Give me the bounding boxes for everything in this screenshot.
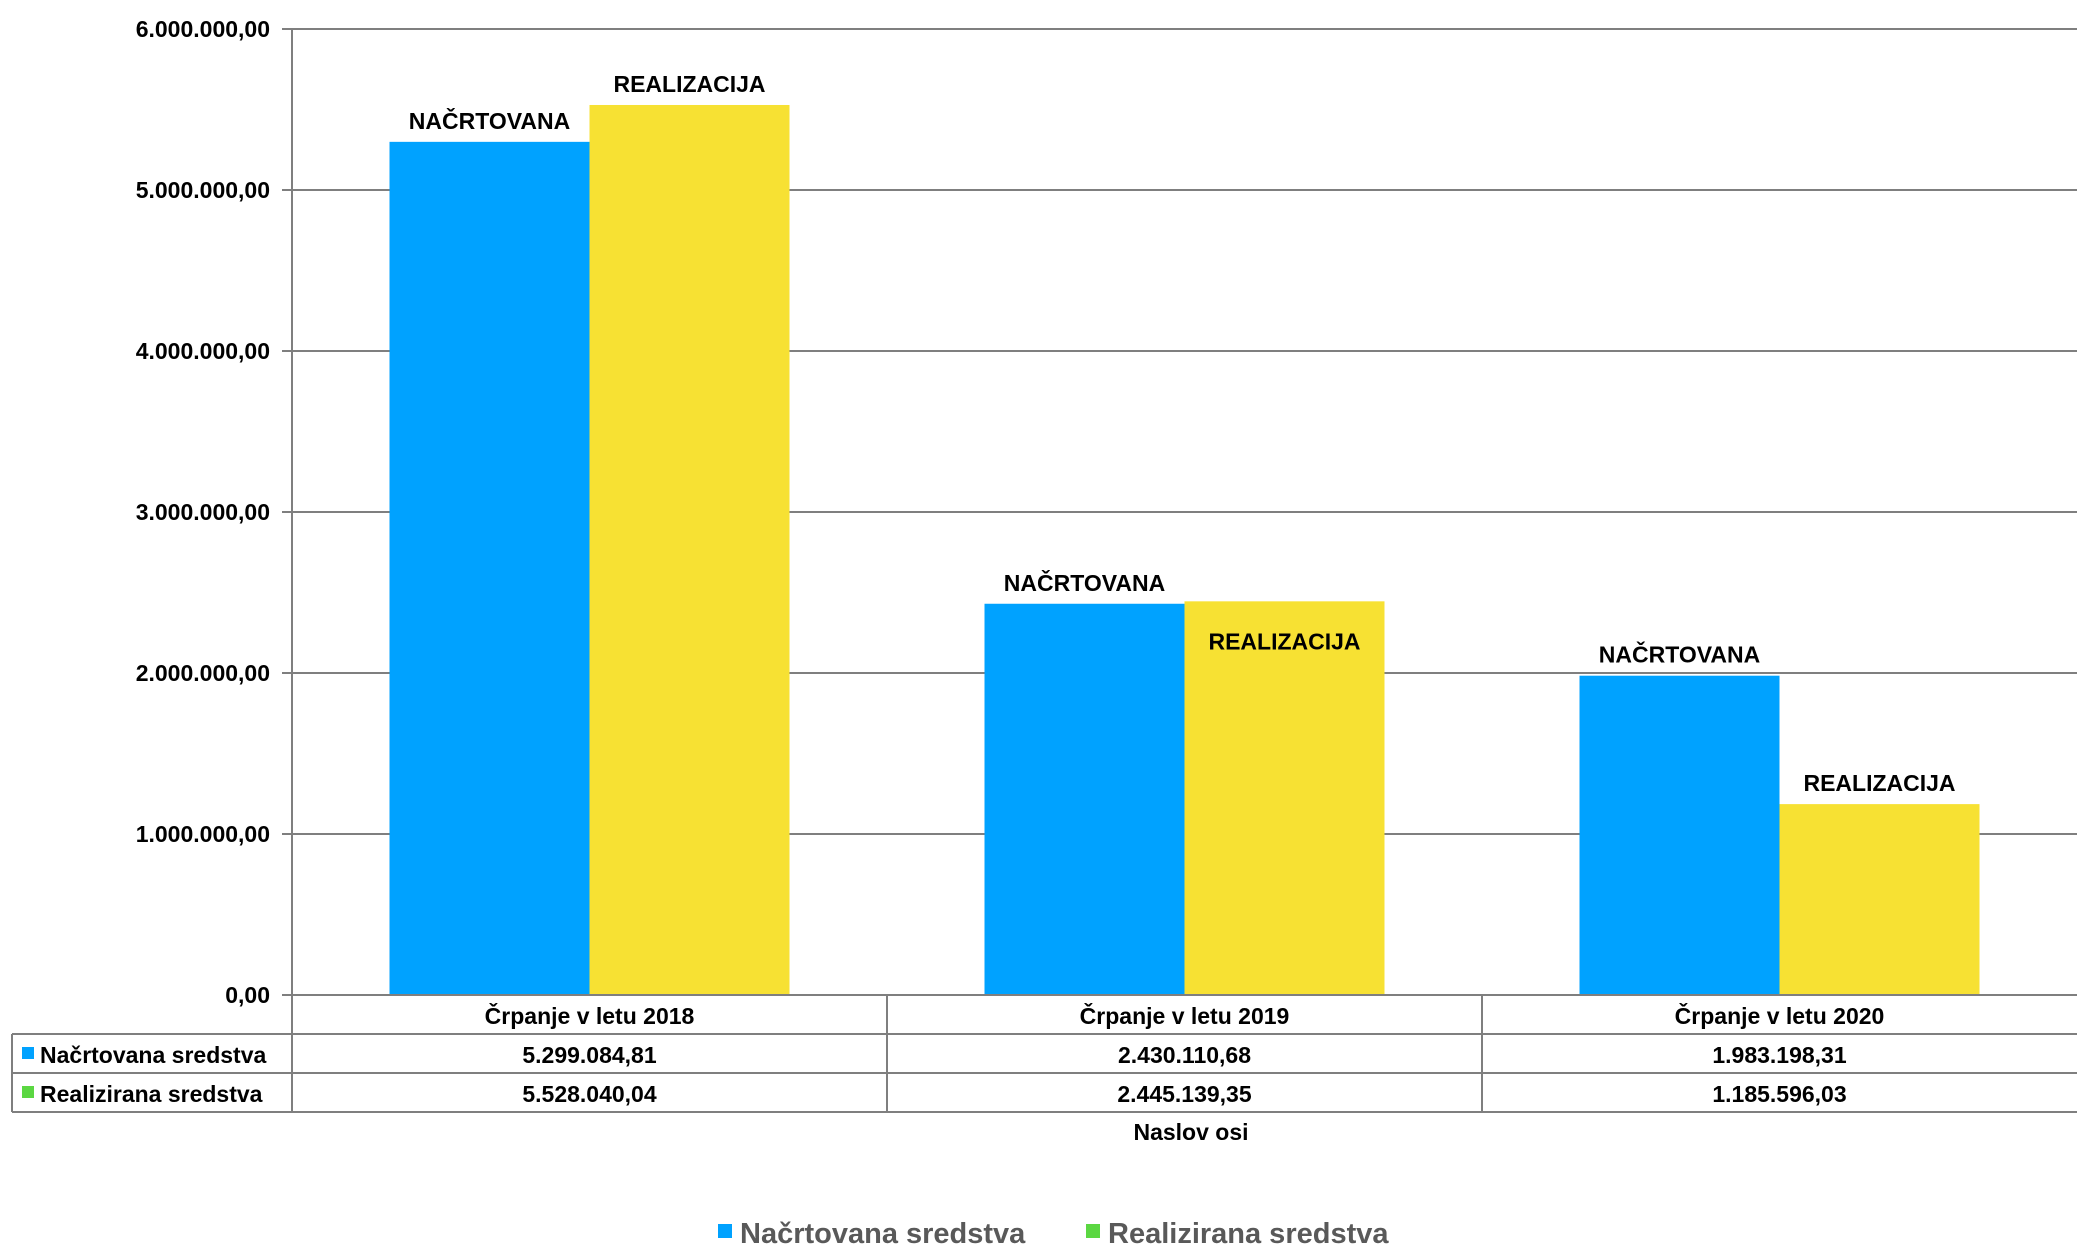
table-value: 1.983.198,31 <box>1712 1042 1847 1068</box>
data-label: NAČRTOVANA <box>1599 641 1760 668</box>
table-value: 5.299.084,81 <box>522 1042 657 1068</box>
bar <box>589 104 790 996</box>
y-tick-label: 3.000.000,00 <box>136 499 270 525</box>
legend-label: Načrtovana sredstva <box>740 1218 1026 1250</box>
y-tick-label: 4.000.000,00 <box>136 338 270 364</box>
legend-key <box>718 1224 732 1238</box>
table-series-name: Realizirana sredstva <box>40 1081 263 1107</box>
x-axis-title: Naslov osi <box>1133 1119 1248 1145</box>
data-table: Črpanje v letu 2018 Črpanje v letu 2019 Čr… <box>11 994 2077 1113</box>
bar <box>389 141 590 995</box>
legend-key <box>1086 1224 1100 1238</box>
data-label: REALIZACIJA <box>613 71 765 97</box>
table-series-name: Načrtovana sredstva <box>40 1042 266 1068</box>
table-value: 2.430.110,68 <box>1118 1042 1251 1068</box>
bar <box>984 603 1185 995</box>
y-tick-label: 0,00 <box>225 982 270 1008</box>
table-legend-key <box>22 1086 34 1098</box>
bar <box>1184 601 1385 995</box>
data-labels: NAČRTOVANA REALIZACIJA NAČRTOVANA REALIZACI… <box>409 71 1956 796</box>
bar <box>1779 804 1980 995</box>
data-label: REALIZACIJA <box>1208 628 1360 654</box>
legend: Načrtovana sredstva Realizirana sredstva <box>718 1218 1389 1250</box>
y-tick-label: 5.000.000,00 <box>136 177 270 203</box>
data-label: REALIZACIJA <box>1803 770 1955 796</box>
table-legend-key <box>22 1047 34 1059</box>
table-value: 5.528.040,04 <box>522 1081 657 1107</box>
y-axis-tick-labels: 0,00 1.000.000,00 2.000.000,00 3.000.000,00… <box>136 16 270 1008</box>
x-category-label: Črpanje v letu 2020 <box>1675 1002 1885 1029</box>
bar <box>1579 675 1780 995</box>
y-tick-label: 6.000.000,00 <box>136 16 270 42</box>
y-tick-label: 2.000.000,00 <box>136 660 270 686</box>
x-category-label: Črpanje v letu 2019 <box>1080 1002 1290 1029</box>
table-value: 1.185.596,03 <box>1712 1081 1846 1107</box>
x-category-label: Črpanje v letu 2018 <box>485 1002 695 1029</box>
bars <box>389 104 1980 996</box>
legend-label: Realizirana sredstva <box>1108 1218 1389 1250</box>
table-value: 2.445.139,35 <box>1117 1081 1252 1107</box>
y-tick-label: 1.000.000,00 <box>136 821 270 847</box>
data-label: NAČRTOVANA <box>409 107 570 134</box>
data-label: NAČRTOVANA <box>1004 569 1165 596</box>
